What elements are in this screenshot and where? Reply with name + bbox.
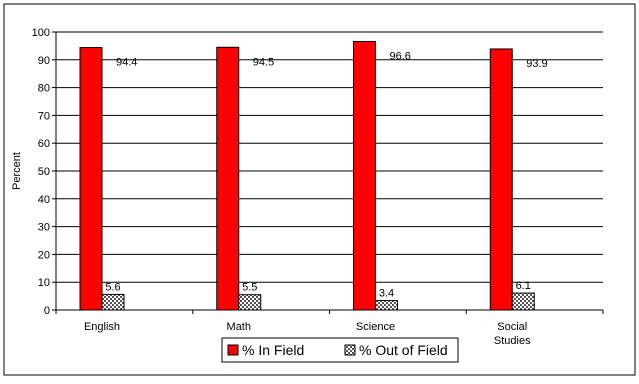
bar-in-field (353, 40, 376, 311)
data-label-out-of-field: 6.1 (516, 280, 531, 292)
y-tick-label: 20 (38, 249, 50, 261)
bar-in-field (489, 48, 513, 311)
y-tick-label: 30 (38, 222, 50, 234)
x-tick-label: Science (356, 321, 395, 333)
data-label-out-of-field: 3.4 (379, 288, 394, 300)
y-tick-label: 80 (38, 83, 50, 95)
x-tick-label: Math (227, 321, 251, 333)
y-tick-label: 70 (38, 110, 50, 122)
bar-out-of-field (238, 294, 262, 311)
legend-swatch-in-field (227, 344, 239, 356)
y-tick-label: 50 (38, 166, 50, 178)
y-axis-title: Percent (11, 152, 23, 190)
bar-in-field (216, 46, 240, 311)
data-label-in-field: 94.5 (253, 56, 274, 68)
data-label-in-field: 94.4 (116, 57, 137, 69)
legend-box (221, 337, 459, 363)
data-label-in-field: 96.6 (390, 50, 411, 62)
x-tick-label: Social (497, 321, 527, 333)
y-tick-label: 40 (38, 194, 50, 206)
bar-out-of-field (101, 293, 125, 311)
legend-label-out-of-field: % Out of Field (359, 342, 448, 358)
y-tick-label: 60 (38, 138, 50, 150)
y-tick-label: 0 (44, 305, 50, 317)
bar-out-of-field (511, 292, 535, 311)
bar-in-field (79, 47, 103, 311)
data-label-out-of-field: 5.6 (105, 281, 120, 293)
y-tick-label: 90 (38, 55, 50, 67)
bar-out-of-field (375, 300, 398, 311)
legend-swatch-out-of-field (344, 344, 356, 356)
y-tick-label: 100 (32, 27, 50, 39)
x-tick-label: English (84, 321, 120, 333)
chart-border (3, 3, 636, 376)
x-tick-label: Studies (494, 335, 531, 347)
legend-label-in-field: % In Field (242, 342, 304, 358)
y-tick-label: 10 (38, 277, 50, 289)
data-label-in-field: 93.9 (526, 58, 547, 70)
data-label-out-of-field: 5.5 (242, 282, 257, 294)
